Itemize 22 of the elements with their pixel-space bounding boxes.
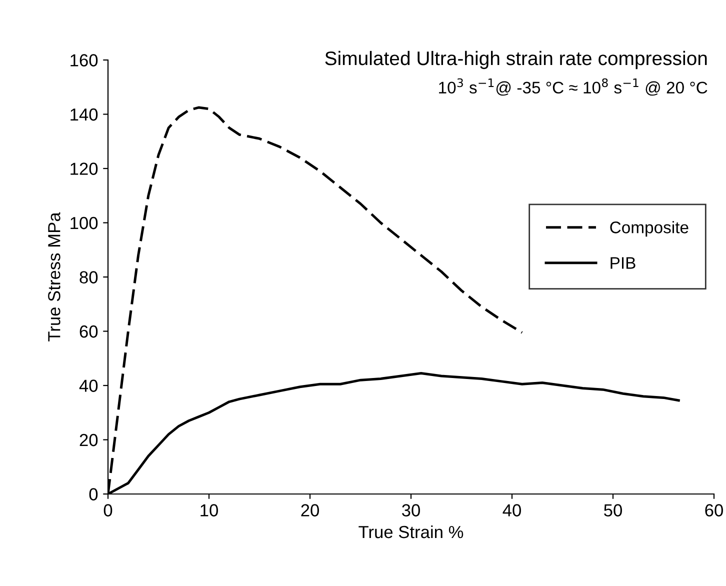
y-tick-label: 100 <box>70 216 98 230</box>
x-axis-title: True Strain % <box>358 525 464 538</box>
chart-title: Simulated Ultra-high strain rate compression <box>325 50 707 70</box>
text: 10$^{3}$ s$^{−1}$@ -35 °C ≈ 10$^{8}$ s$^{−1}$ @ 20 °C <box>439 78 708 96</box>
y-tick-label: 80 <box>80 271 98 284</box>
y-tick-label: 160 <box>70 54 98 66</box>
x-tick-label: 60 <box>705 504 723 516</box>
y-axis-title: True Stress MPa <box>48 212 60 342</box>
legend-label: PIB <box>610 257 636 269</box>
legend-label: Composite <box>610 221 688 237</box>
x-tick-label: 40 <box>502 504 521 516</box>
x-tick-label: 20 <box>301 504 319 516</box>
y-tick-label: 60 <box>80 325 98 338</box>
x-tick-label: 10 <box>200 504 218 516</box>
y-tick-label: 20 <box>80 434 98 446</box>
x-tick-label: 50 <box>604 504 622 516</box>
y-tick-label: 140 <box>70 108 98 121</box>
y-tick-label: 40 <box>79 380 98 392</box>
y-tick-label: 0 <box>89 488 98 500</box>
x-tick-label: 0 <box>104 504 112 516</box>
x-tick-label: 30 <box>402 504 420 516</box>
y-tick-label: 120 <box>70 162 98 175</box>
